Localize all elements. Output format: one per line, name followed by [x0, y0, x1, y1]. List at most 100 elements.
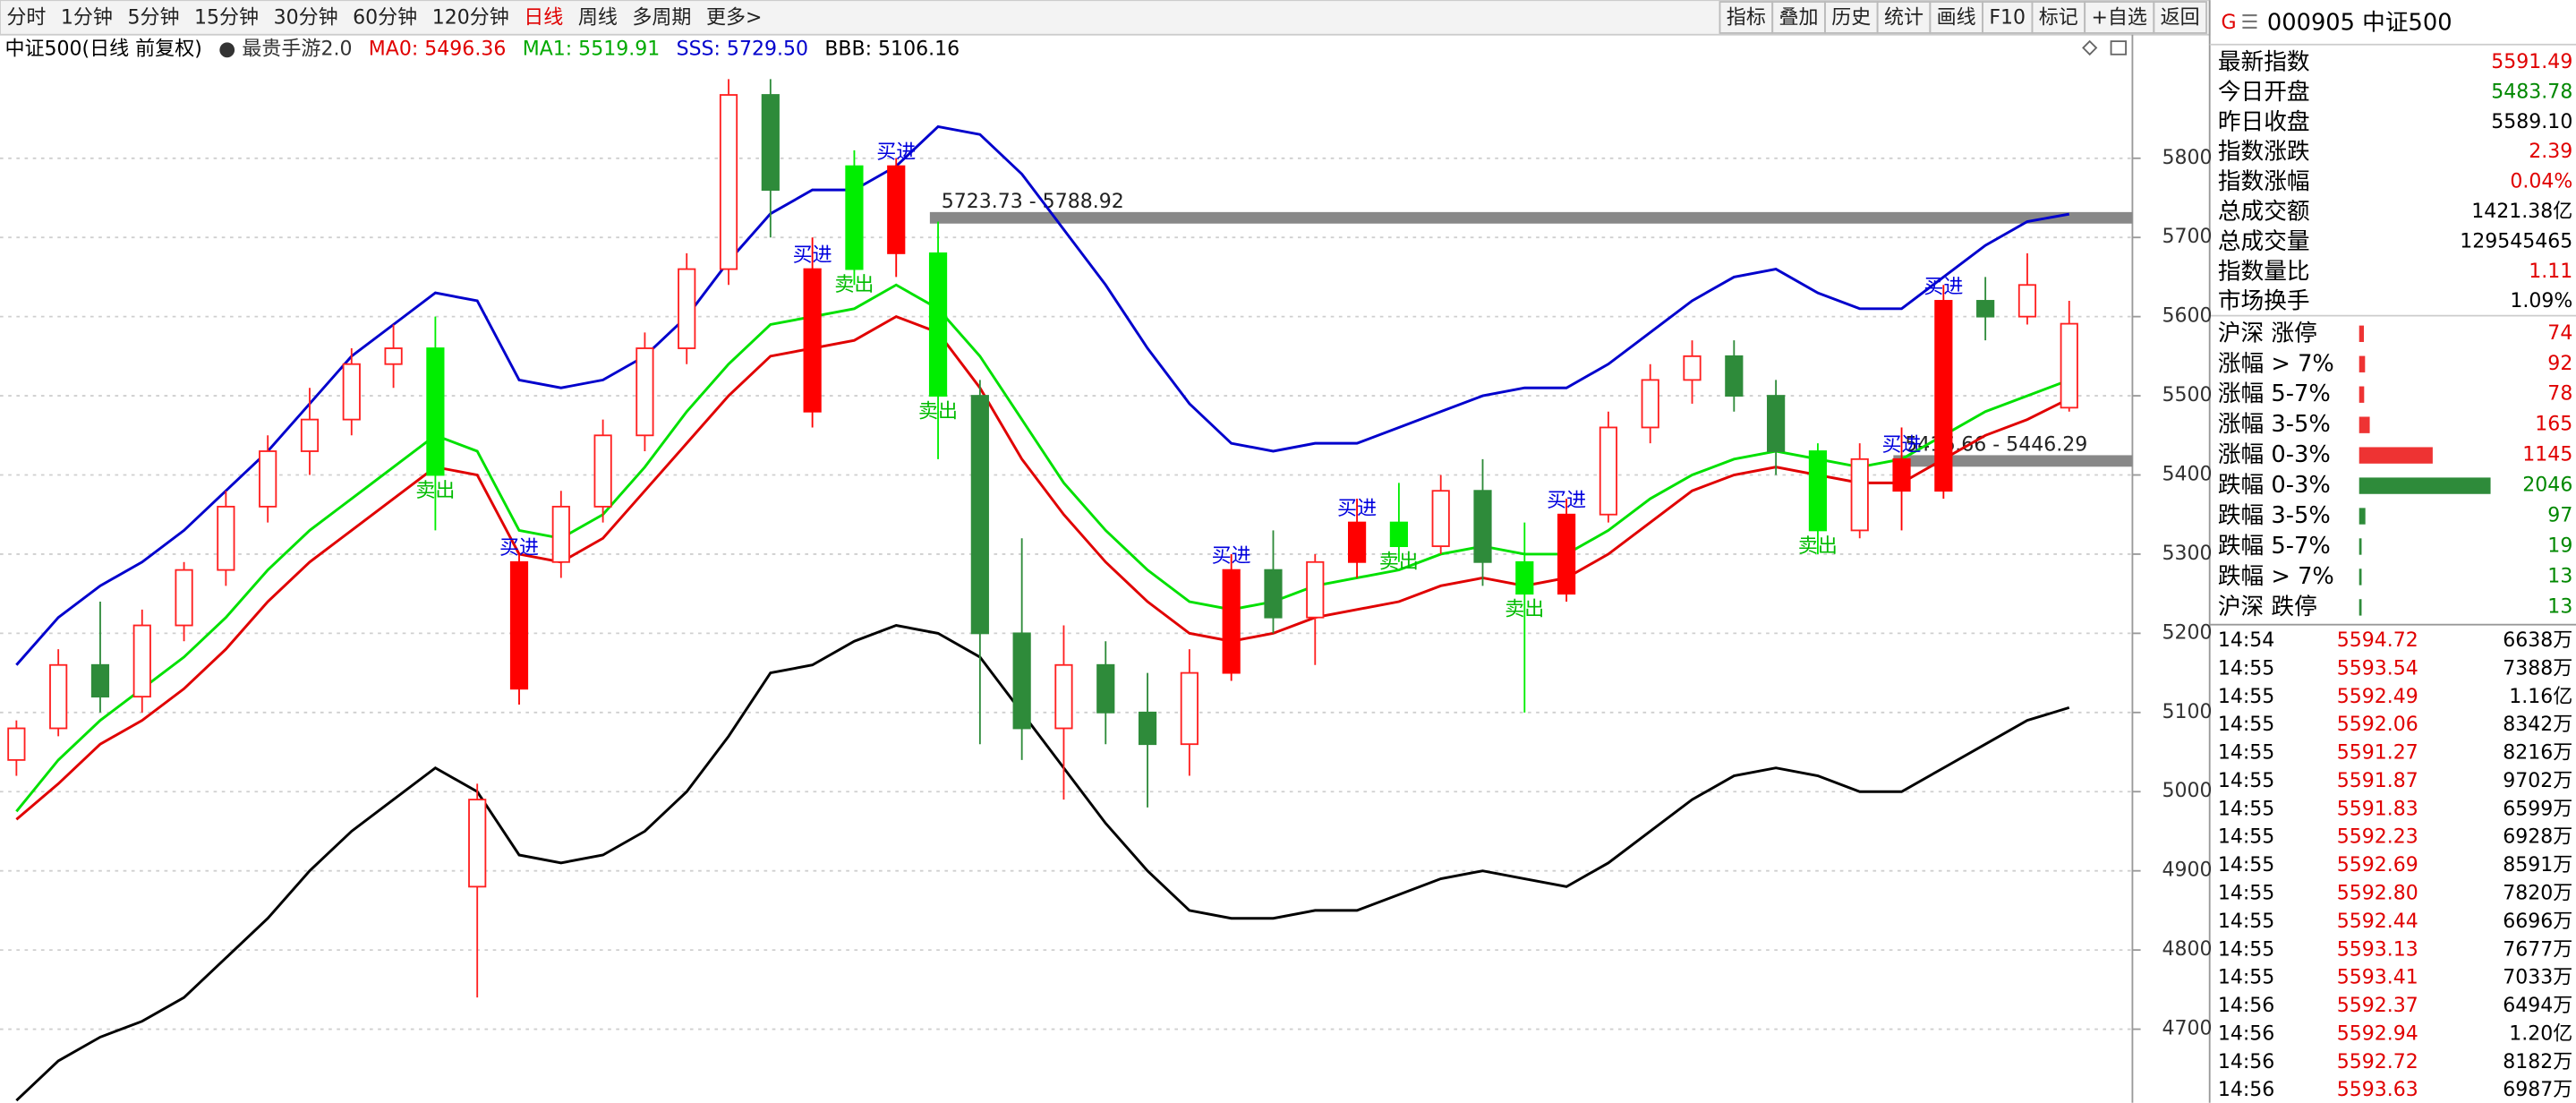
trade-price: 5594.72: [2337, 629, 2418, 652]
candle-body: [1976, 300, 1995, 318]
trade-volume: 6696万: [2503, 911, 2572, 933]
period-tab[interactable]: 更多>: [706, 6, 762, 29]
candle-body: [7, 727, 26, 761]
toolbar-button[interactable]: 统计: [1884, 6, 1923, 29]
icon[interactable]: [2110, 40, 2128, 56]
trade-price: 5592.37: [2337, 995, 2418, 1017]
signal-label: 买进: [1212, 545, 1251, 568]
stat-value: 1.11: [2529, 261, 2572, 283]
trade-time: 14:56: [2218, 1079, 2274, 1101]
menu-icon[interactable]: ☰: [2241, 12, 2259, 34]
y-tick-label: 5500: [2162, 384, 2212, 406]
zone-label: 5723.73 - 5788.92: [942, 191, 1124, 213]
trade-volume: 7677万: [2503, 938, 2572, 961]
signal-label: 买进: [793, 244, 832, 267]
icon[interactable]: [2082, 39, 2098, 56]
stat-label: 总成交额: [2218, 198, 2310, 225]
badge: G: [2222, 12, 2237, 34]
candle-body: [970, 395, 989, 635]
stat-value: 5591.49: [2491, 51, 2572, 73]
instrument-title: 000905 中证500: [2267, 9, 2452, 36]
trade-time: 14:55: [2218, 854, 2274, 876]
y-tick-label: 5000: [2162, 780, 2212, 802]
stat-value: 0.04%: [2510, 171, 2572, 193]
trade-price: 5592.94: [2337, 1022, 2418, 1045]
candle-body: [1557, 513, 1576, 595]
distribution-label: 涨幅 5-7%: [2218, 380, 2331, 407]
legend-item: MA0: 5496.36: [369, 38, 507, 60]
trade-price: 5592.80: [2337, 883, 2418, 905]
trade-price: 5591.83: [2337, 798, 2418, 820]
candle-body: [1096, 663, 1115, 714]
signal-label: 买进: [499, 537, 539, 560]
period-tab[interactable]: 5分钟: [127, 6, 179, 29]
toolbar-button[interactable]: 画线: [1937, 6, 1976, 29]
candle-body: [1222, 569, 1241, 674]
candle-body: [1012, 632, 1031, 730]
trade-volume: 7820万: [2503, 883, 2572, 905]
trade-volume: 6928万: [2503, 826, 2572, 849]
y-tick-label: 5100: [2162, 701, 2212, 723]
stat-label: 指数涨跌: [2218, 139, 2310, 166]
candle-body: [1641, 379, 1659, 429]
period-tab[interactable]: 60分钟: [353, 6, 417, 29]
indicator-line: [15, 283, 2070, 813]
stat-value: 5483.78: [2491, 81, 2572, 103]
toolbar-button[interactable]: 标记: [2039, 6, 2078, 29]
period-tab[interactable]: 30分钟: [274, 6, 338, 29]
toolbar-button[interactable]: 返回: [2161, 6, 2200, 29]
period-tab[interactable]: 1分钟: [61, 6, 113, 29]
distribution-bar: [2358, 325, 2365, 342]
stat-value: 2.39: [2529, 141, 2572, 163]
trade-time: 14:55: [2218, 798, 2274, 820]
candle-body: [384, 347, 403, 365]
stat-value: 1.09%: [2510, 290, 2572, 312]
toolbar-button[interactable]: 历史: [1831, 6, 1871, 29]
trade-price: 5593.13: [2337, 938, 2418, 961]
trade-time: 14:55: [2218, 911, 2274, 933]
y-tick-label: 4700: [2162, 1018, 2212, 1040]
period-tab[interactable]: 120分钟: [432, 6, 509, 29]
distribution-bar: [2358, 447, 2433, 464]
toolbar-button[interactable]: 叠加: [1779, 6, 1819, 29]
stat-label: 今日开盘: [2218, 79, 2310, 106]
trade-time: 14:55: [2218, 657, 2274, 680]
trade-time: 14:55: [2218, 742, 2274, 765]
signal-label: 买进: [1923, 276, 1963, 298]
trade-volume: 8342万: [2503, 714, 2572, 736]
distribution-bar: [2358, 355, 2366, 372]
signal-label: 卖出: [834, 274, 874, 296]
candle-body: [1725, 355, 1744, 397]
period-tab[interactable]: 日线: [524, 6, 563, 29]
legend-item: MA1: 5519.91: [523, 38, 661, 60]
candle-body: [928, 252, 948, 397]
distribution-value: 165: [2535, 414, 2572, 436]
candle-body: [719, 94, 738, 270]
period-tab[interactable]: 周线: [578, 6, 618, 29]
signal-label: 卖出: [1798, 535, 1838, 558]
candle-body: [217, 505, 235, 571]
candle-body: [49, 663, 68, 730]
button-frame[interactable]: [1719, 1, 1774, 34]
trade-price: 5593.63: [2337, 1079, 2418, 1101]
period-tab[interactable]: 15分钟: [194, 6, 259, 29]
toolbar-button[interactable]: 指标: [1727, 6, 1766, 29]
toolbar: [0, 0, 2211, 36]
trade-volume: 8216万: [2503, 742, 2572, 765]
period-tab[interactable]: 分时: [6, 6, 46, 29]
period-tab[interactable]: 多周期: [632, 6, 691, 29]
candle-body: [259, 450, 277, 508]
candle-body: [887, 165, 906, 254]
trade-price: 5592.72: [2337, 1051, 2418, 1073]
distribution-bar: [2358, 386, 2365, 403]
trade-volume: 7033万: [2503, 967, 2572, 989]
trade-volume: 9702万: [2503, 770, 2572, 792]
price-zone: [1893, 455, 2133, 467]
legend-item: ● 最贵手游2.0: [218, 38, 352, 60]
toolbar-button[interactable]: +自选: [2091, 6, 2146, 29]
candle-body: [678, 268, 696, 349]
toolbar-button[interactable]: F10: [1989, 6, 2026, 29]
candle-body: [1683, 355, 1702, 381]
trade-price: 5592.06: [2337, 714, 2418, 736]
